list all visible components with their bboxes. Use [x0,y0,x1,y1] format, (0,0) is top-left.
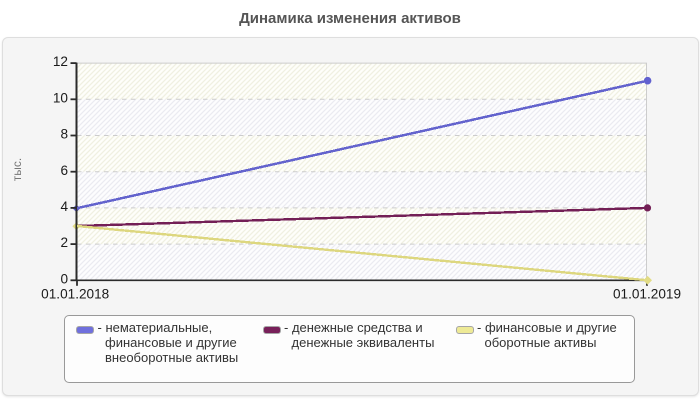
svg-text:01.01.2018: 01.01.2018 [41,287,109,302]
svg-text:тыс.: тыс. [10,158,24,181]
svg-text:12: 12 [53,54,68,69]
svg-text:10: 10 [53,90,69,105]
svg-text:8: 8 [60,127,68,142]
svg-text:6: 6 [60,163,68,178]
svg-text:4: 4 [60,199,68,214]
svg-text:0: 0 [60,271,68,286]
svg-text:01.01.2019: 01.01.2019 [613,287,681,302]
svg-text:2: 2 [60,235,68,250]
